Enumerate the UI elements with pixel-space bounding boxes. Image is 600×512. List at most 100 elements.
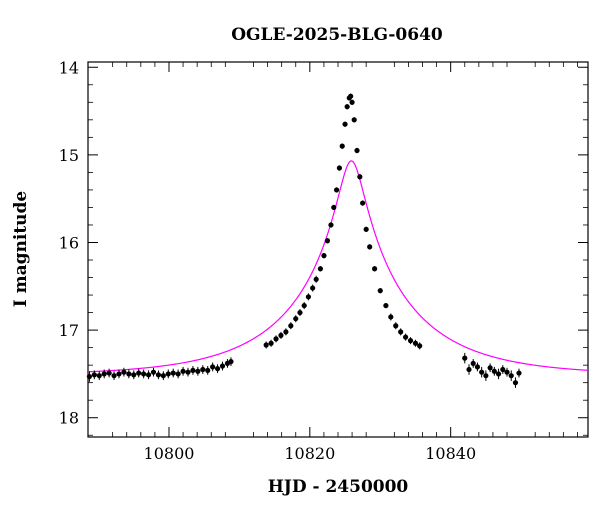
data-point: [301, 302, 307, 309]
data-point: [351, 117, 357, 123]
data-point: [121, 369, 127, 375]
data-point: [349, 99, 355, 105]
y-tick-label: 16: [59, 233, 79, 252]
data-point: [86, 373, 93, 380]
axis-tick-labels: 10800 10820 10840 14 15 16 17 18: [59, 58, 476, 463]
data-points: [86, 93, 522, 388]
chart-title: OGLE-2025-BLG-0640: [231, 25, 443, 45]
data-point: [190, 367, 196, 374]
data-point: [508, 373, 514, 379]
data-point: [313, 276, 319, 282]
data-point: [377, 288, 383, 294]
y-axis-label: I magnitude: [11, 191, 31, 308]
x-tick-label: 10840: [425, 444, 476, 463]
data-point: [145, 372, 152, 378]
data-point: [462, 355, 468, 361]
data-point: [170, 370, 176, 376]
data-point: [342, 121, 348, 127]
data-point: [407, 338, 414, 344]
data-point: [324, 238, 331, 244]
data-point: [512, 380, 519, 386]
data-point: [331, 204, 337, 211]
data-point: [479, 369, 485, 375]
data-point: [214, 366, 221, 372]
data-point: [219, 363, 226, 369]
data-point: [487, 365, 493, 371]
data-point: [205, 367, 211, 374]
data-point: [388, 314, 394, 320]
data-point: [141, 371, 147, 377]
data-point: [348, 93, 354, 99]
data-point: [354, 147, 360, 154]
y-tick-label: 14: [59, 58, 79, 77]
data-point: [96, 373, 102, 379]
y-tick-label: 18: [59, 409, 79, 428]
data-point: [336, 165, 343, 171]
data-point: [228, 359, 234, 365]
data-point: [106, 370, 112, 376]
data-point: [200, 366, 206, 373]
plot-frame: [87, 61, 589, 438]
data-point: [310, 285, 316, 291]
x-tick-label: 10820: [284, 444, 335, 463]
data-point: [293, 316, 299, 322]
data-point: [367, 244, 373, 250]
data-point: [328, 222, 334, 228]
data-point: [305, 294, 312, 300]
data-point: [195, 368, 201, 374]
model-curve: [87, 160, 589, 373]
data-point: [160, 373, 166, 379]
x-tick-label: 10800: [144, 444, 195, 463]
data-point: [491, 368, 497, 374]
data-point: [288, 323, 294, 329]
data-point: [155, 372, 162, 378]
data-point: [403, 334, 409, 340]
data-point: [175, 371, 181, 377]
data-point: [333, 187, 340, 193]
data-point: [263, 342, 269, 348]
x-axis-label: HJD - 2450000: [268, 477, 409, 497]
data-point: [516, 370, 522, 376]
data-point: [357, 174, 363, 180]
data-point: [344, 104, 350, 110]
data-point: [417, 343, 423, 349]
data-point: [474, 364, 481, 370]
data-point: [466, 366, 472, 373]
data-point: [150, 369, 157, 375]
data-point: [268, 340, 274, 346]
data-point: [495, 371, 502, 377]
data-point: [504, 369, 510, 375]
data-point: [398, 329, 404, 335]
data-point: [500, 366, 506, 373]
data-point: [136, 370, 142, 376]
data-point: [317, 266, 323, 272]
plot-area: [86, 93, 589, 388]
data-point: [91, 372, 97, 378]
data-point: [339, 143, 345, 149]
data-point: [297, 309, 303, 316]
data-point: [283, 329, 289, 335]
y-tick-label: 17: [59, 321, 79, 340]
data-point: [363, 226, 369, 232]
data-point: [180, 368, 186, 374]
data-point: [412, 340, 419, 346]
data-point: [321, 253, 327, 259]
data-point: [210, 364, 216, 370]
data-point: [360, 200, 366, 206]
data-point: [101, 371, 107, 377]
data-point: [470, 360, 476, 367]
data-point: [278, 332, 284, 338]
data-point: [165, 371, 171, 377]
data-point: [393, 323, 399, 329]
data-point: [383, 302, 389, 309]
data-point: [131, 372, 137, 378]
data-point: [273, 336, 279, 342]
data-point: [111, 373, 117, 379]
data-point: [126, 371, 132, 377]
data-point: [185, 369, 191, 375]
y-tick-label: 15: [59, 146, 79, 165]
axis-ticks: [88, 62, 588, 437]
data-point: [483, 373, 489, 379]
data-point: [116, 371, 122, 377]
